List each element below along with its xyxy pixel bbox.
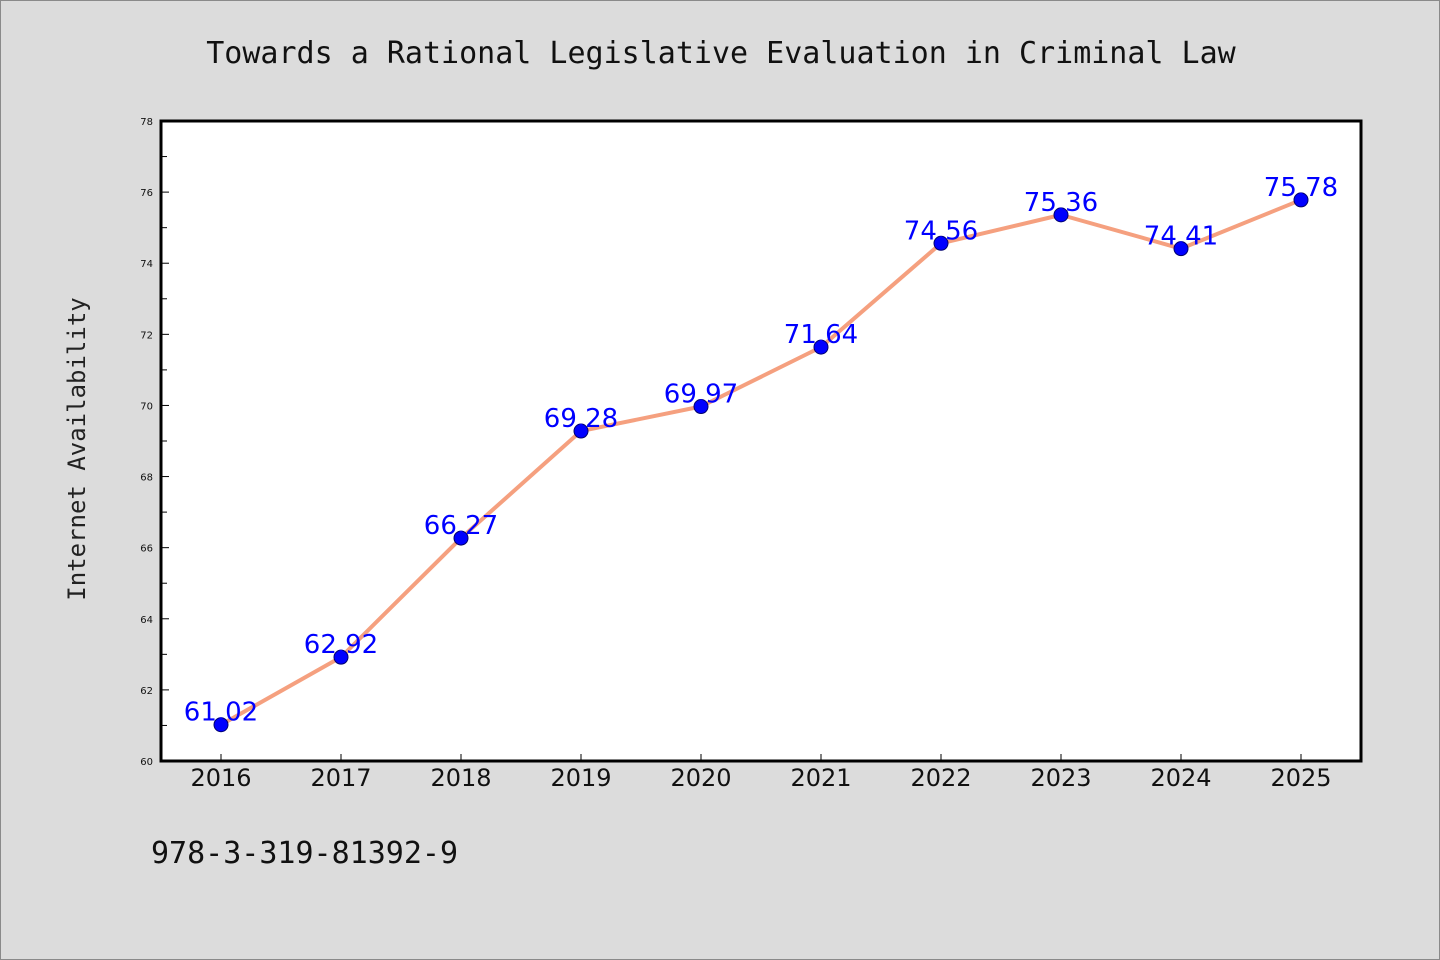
data-point <box>693 399 709 415</box>
data-point <box>933 235 949 251</box>
x-tick-label: 2024 <box>1150 764 1211 792</box>
x-tick-label: 2017 <box>310 764 371 792</box>
x-tick-label: 2021 <box>790 764 851 792</box>
data-label: 66.27 <box>424 511 498 541</box>
data-label: 71.64 <box>784 320 858 350</box>
x-tick-label: 2016 <box>190 764 251 792</box>
series-group <box>213 192 1309 733</box>
data-point <box>1053 207 1069 223</box>
data-label: 75.36 <box>1024 188 1098 218</box>
y-tick-label: 76 <box>140 188 153 199</box>
y-tick-label: 74 <box>140 259 153 270</box>
y-tick-label: 70 <box>140 401 153 412</box>
data-labels: 61.02 62.92 66.27 69.28 69.97 71.64 74.56 75.36… <box>184 173 1338 728</box>
data-label: 74.41 <box>1144 222 1218 252</box>
x-tick-label: 2022 <box>910 764 971 792</box>
x-axis: 2016 2017 2018 2019 2020 2021 2022 2023 2024 2025 <box>190 754 1332 792</box>
plot-area <box>159 119 1363 763</box>
y-axis: 60 62 64 66 68 70 72 74 76 78 <box>140 117 169 768</box>
x-tick-label: 2025 <box>1270 764 1331 792</box>
data-point <box>213 717 229 733</box>
data-label: 69.97 <box>664 380 738 410</box>
isbn-text: 978-3-319-81392-9 <box>151 836 459 871</box>
chart-title: Towards a Rational Legislative Evaluatio… <box>206 36 1236 71</box>
y-tick-label: 64 <box>140 615 153 626</box>
y-tick-label: 68 <box>140 473 153 484</box>
data-point <box>1173 241 1189 257</box>
data-label: 74.56 <box>904 216 978 246</box>
data-label: 69.28 <box>544 404 618 434</box>
data-label: 62.92 <box>304 630 378 660</box>
data-point <box>453 530 469 546</box>
series-line <box>219 197 1303 727</box>
data-point <box>813 339 829 355</box>
y-tick-label: 72 <box>140 330 153 341</box>
x-tick-label: 2023 <box>1030 764 1091 792</box>
data-label: 75.78 <box>1264 173 1338 203</box>
y-tick-label: 60 <box>140 757 153 768</box>
y-tick-label: 66 <box>140 544 153 555</box>
data-point <box>573 423 589 439</box>
x-tick-label: 2019 <box>550 764 611 792</box>
y-tick-label: 78 <box>140 117 153 128</box>
data-label: 61.02 <box>184 698 258 728</box>
data-point <box>1293 192 1309 208</box>
x-tick-label: 2018 <box>430 764 491 792</box>
data-point <box>333 649 349 665</box>
x-tick-label: 2020 <box>670 764 731 792</box>
y-tick-label: 62 <box>140 686 153 697</box>
